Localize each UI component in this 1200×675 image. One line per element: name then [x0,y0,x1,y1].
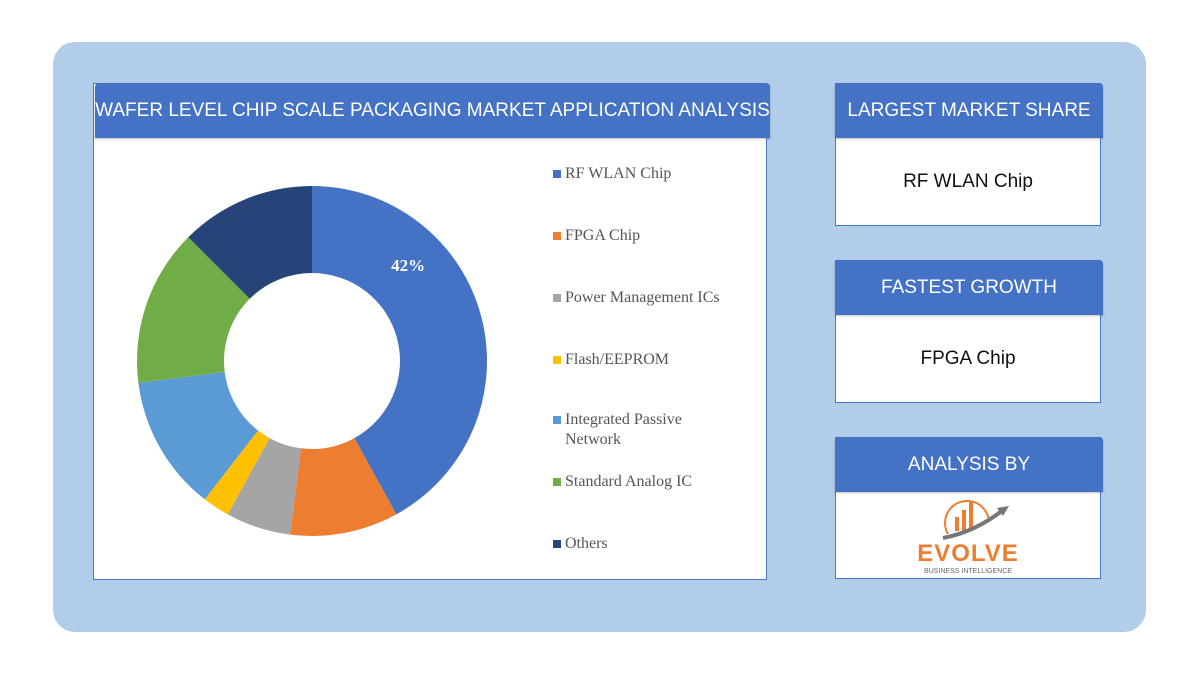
fastest-growth-value: FPGA Chip [920,348,1016,369]
slice-standard-analog-ic [137,237,250,383]
legend-swatch [553,232,561,240]
slice-integrated-passive-network [138,372,259,500]
legend-label: Others [565,535,608,552]
fastest-growth-title: FASTEST GROWTH [835,260,1103,315]
legend-swatch [553,540,561,548]
legend-label: Integrated Passive Network [565,411,682,448]
evolve-logo: EVOLVE BUSINESS INTELLIGENCE [835,492,1101,579]
legend-swatch [553,294,561,302]
legend-swatch [553,478,561,486]
largest-share-title: LARGEST MARKET SHARE [835,83,1103,138]
legend-label: FPGA Chip [565,227,641,244]
largest-share-value: RF WLAN Chip [903,171,1033,192]
slice-power-management-ics [227,438,301,535]
legend-swatch [553,170,561,178]
legend-label: Flash/EEPROM [565,351,670,368]
chart-title: WAFER LEVEL CHIP SCALE PACKAGING MARKET … [95,83,770,138]
legend-label: Power Management ICs [565,289,720,306]
slice-others [188,186,312,299]
legend-swatch [553,416,561,424]
legend-label: Standard Analog IC [565,473,693,490]
slice-fpga-chip [290,438,397,536]
donut-chart: 42% [137,186,487,536]
logo-subtext: BUSINESS INTELLIGENCE [924,568,1012,575]
logo-text: EVOLVE [917,540,1019,567]
analysis-by-title: ANALYSIS BY [835,437,1103,492]
legend-label: RF WLAN Chip [565,165,672,182]
data-label: 42% [391,256,425,275]
slice-rf-wlan-chip [312,186,487,515]
legend-swatch [553,356,561,364]
slice-flash-eeprom [204,430,270,515]
logo-graphic-icon [942,499,1009,540]
